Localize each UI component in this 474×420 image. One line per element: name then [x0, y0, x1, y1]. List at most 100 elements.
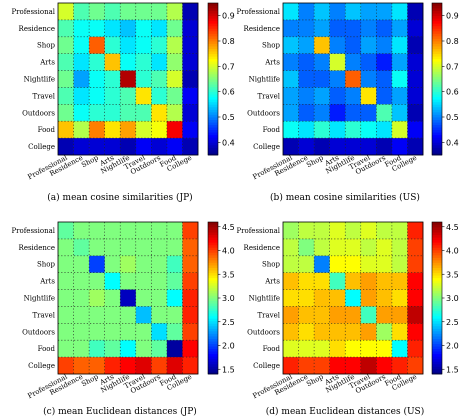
heatmap-cell: [376, 340, 393, 358]
colorbar-segment: [208, 117, 218, 120]
heatmap-cell: [151, 53, 168, 71]
heatmap-cell: [345, 272, 362, 290]
column-label: Shop: [305, 153, 325, 169]
heatmap-cell: [73, 222, 90, 240]
heatmap-cell: [298, 272, 315, 290]
colorbar-segment: [432, 8, 442, 11]
heatmap-cell: [345, 255, 362, 273]
heatmap-cell: [89, 138, 105, 156]
column-label: Shop: [80, 372, 100, 388]
heatmap-cell: [345, 53, 362, 71]
heatmap-cell: [151, 222, 168, 240]
colorbar-segment: [432, 290, 442, 294]
heatmap-cell: [89, 3, 105, 21]
colorbar-segment: [208, 348, 218, 352]
colorbar-segment: [432, 73, 442, 77]
heatmap-cell: [298, 222, 315, 240]
heatmap-cell: [345, 222, 362, 240]
colorbar-segment: [208, 51, 218, 55]
row-label: Shop: [37, 261, 56, 269]
colorbar-tick-label: 0.9: [446, 12, 459, 21]
colorbar-segment: [208, 96, 218, 100]
colorbar-segment: [432, 368, 442, 372]
heatmap-cell: [182, 289, 199, 307]
heatmap-cell: [329, 222, 346, 240]
heatmap-cell: [345, 3, 362, 21]
colorbar-segment: [432, 56, 442, 60]
heatmap-cell: [345, 138, 362, 156]
colorbar-segment: [208, 303, 218, 306]
heatmap-cell: [182, 323, 199, 341]
heatmap-cell: [166, 340, 183, 358]
heatmap-cell: [283, 121, 299, 139]
colorbar-segment: [208, 232, 218, 236]
heatmap-cell: [120, 255, 137, 273]
heatmap-cell: [329, 70, 346, 88]
heatmap-cell: [391, 222, 408, 240]
heatmap-cell: [298, 340, 315, 358]
colorbar-segment: [432, 237, 442, 241]
colorbar-tick-label: 0.7: [446, 62, 459, 71]
colorbar-frame: [431, 2, 443, 156]
colorbar-segment: [432, 356, 442, 360]
colorbar-segment: [208, 73, 218, 77]
row-label: Food: [263, 345, 281, 353]
heatmap-cell: [407, 3, 424, 21]
heatmap-cell: [89, 87, 105, 105]
heatmap-cell: [104, 255, 121, 273]
panel-caption: (d) mean Euclidean distances (US): [266, 406, 424, 417]
heatmap-cell: [314, 36, 330, 54]
heatmap-cell: [329, 272, 346, 290]
colorbar-segment: [208, 23, 218, 27]
colorbar-tick-label: 3.0: [446, 294, 459, 303]
colorbar-segment: [432, 298, 442, 301]
heatmap-cell: [376, 272, 393, 290]
colorbar-segment: [432, 134, 442, 138]
heatmap-cell: [407, 306, 424, 324]
colorbar-segment: [432, 275, 442, 279]
colorbar: 0.4 0.5 0.6 0.7 0.8 0.9: [207, 2, 235, 156]
heatmap-cell: [58, 238, 74, 257]
heatmap-cell: [329, 357, 346, 375]
heatmap-cell: [360, 87, 377, 105]
heatmap-panel-a: Professional Residence Shop Arts Nightlife Tr…: [11, 2, 235, 203]
heatmap-cell: [166, 323, 183, 341]
row-label: College: [28, 362, 55, 370]
heatmap-cell: [360, 323, 377, 341]
colorbar-segment: [432, 35, 442, 39]
colorbar-segment: [208, 104, 218, 108]
colorbar-segment: [208, 53, 218, 57]
colorbar-segment: [208, 139, 218, 143]
heatmap-cell: [391, 70, 408, 88]
colorbar-segment: [432, 25, 442, 29]
heatmap-cell: [73, 19, 90, 38]
colorbar-segment: [208, 313, 218, 317]
heatmap-cell: [391, 289, 408, 307]
colorbar-segment: [432, 147, 442, 151]
colorbar-segment: [432, 247, 442, 251]
heatmap-cell: [376, 53, 393, 71]
heatmap-cell: [104, 104, 121, 122]
heatmap-cell: [329, 87, 346, 105]
heatmap-cell: [104, 36, 121, 54]
row-label: Residence: [244, 244, 280, 252]
colorbar-segment: [432, 260, 442, 263]
colorbar-frame: [207, 2, 219, 156]
colorbar-segment: [432, 23, 442, 27]
heatmap-cell: [283, 3, 299, 21]
heatmap-cell: [151, 36, 168, 54]
colorbar-segment: [432, 343, 442, 347]
heatmap-cell: [314, 255, 330, 273]
colorbar-segment: [208, 114, 218, 118]
colorbar-segment: [432, 244, 442, 248]
heatmap-cell: [73, 323, 90, 341]
colorbar-tick-label: 2.5: [446, 318, 459, 327]
heatmap-cell: [391, 104, 408, 122]
heatmap-cell: [151, 121, 168, 139]
heatmap-cell: [120, 238, 137, 257]
heatmap-cell: [89, 272, 105, 290]
colorbar-segment: [208, 28, 218, 32]
row-label: Shop: [262, 42, 281, 50]
colorbar-segment: [432, 363, 442, 367]
heatmap-frame: [57, 221, 199, 375]
